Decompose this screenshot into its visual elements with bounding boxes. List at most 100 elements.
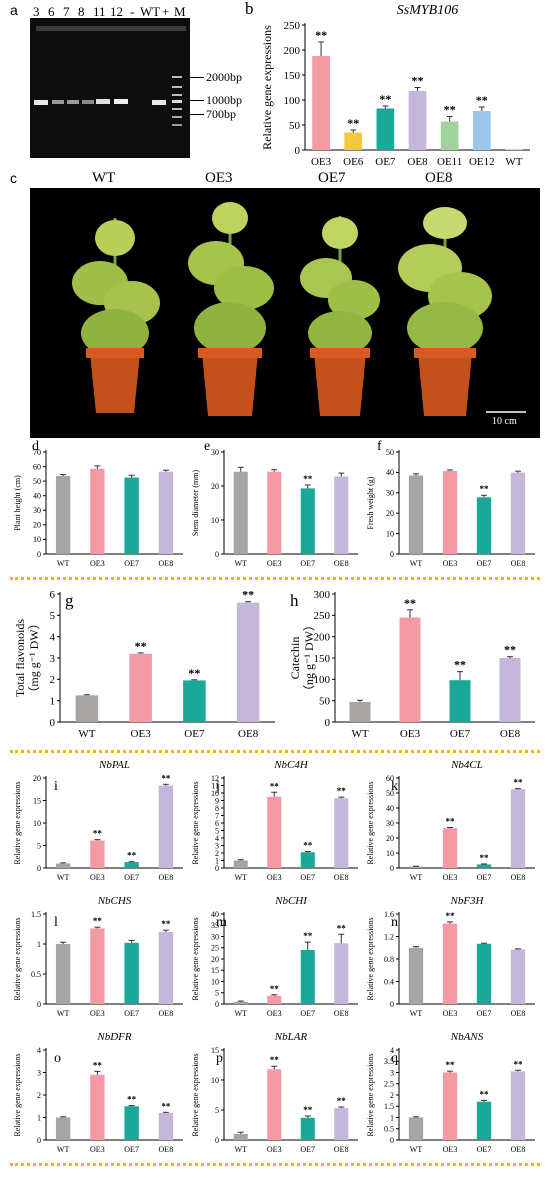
y-tick-label: 5 [215,1106,219,1115]
bar-oe3 [90,840,105,868]
y-tick-label: 40 [33,492,41,501]
chart-g: g 0 1 2 3 4 5 6 Total flavonoids （mg g⁻¹ DW） WT ** O… [13,588,275,740]
x-tick-label: OE8 [334,873,349,882]
significance-mark: ** [404,596,416,610]
y-tick-label: 150 [284,70,301,82]
bar-oe3 [267,1069,282,1140]
bar-wt [233,1134,248,1140]
y-tick-label: 0 [37,864,41,873]
y-axis-label: Relative gene expressions [13,1053,22,1136]
y-tick-label: 50 [386,448,394,457]
bar-oe3 [442,1072,458,1140]
bar-oe3 [442,923,458,1004]
chart-title-b: SsMYB106 [397,3,458,18]
panel-letter-d: d [32,440,39,454]
chart-title-n: NbF3H [450,895,485,907]
significance-mark: ** [480,484,490,494]
y-tick-label: 50 [289,120,301,132]
panel-letter-o: o [54,1051,61,1066]
significance-mark: ** [93,1060,103,1070]
x-tick-label: OE8 [334,1009,349,1018]
bar-oe7 [300,488,315,554]
ladder-band [172,116,182,118]
bar-oe3 [267,796,282,868]
y-tick-label: 10 [33,819,41,828]
y-tick-label: 300 [314,589,331,601]
y-tick-label: 40 [386,804,394,813]
x-tick-label: OE8 [407,156,428,168]
bar-oe3 [90,928,105,1004]
significance-mark: ** [315,28,327,42]
chart-title-o: NbDFR [96,1031,132,1043]
bar-oe3 [442,828,458,868]
bar-oe6 [344,132,363,150]
y-tick-label: 60 [386,774,394,783]
x-tick-label: WT [410,559,423,568]
x-tick-label: WT [235,559,248,568]
y-tick-label: 35 [211,921,219,930]
y-tick-label: 20 [386,509,394,518]
y-tick-label: 0 [390,864,394,873]
x-tick-label: WT [505,156,522,168]
y-tick-label: 4 [50,632,56,644]
x-tick-label: OE7 [124,873,139,882]
y-tick-label: 50 [319,696,331,708]
bar-wt [233,1001,248,1004]
y-axis-label: Relative gene expressions [13,917,22,1000]
panel-letter-f: f [377,440,382,454]
panel-letter-b: b [245,0,254,18]
y-tick-label: 250 [284,20,301,32]
significance-mark: ** [161,1101,171,1111]
gel-band [34,100,48,105]
plant-label-oe8: OE8 [425,170,453,186]
y-tick-label: 2 [390,1091,394,1100]
panel-label-c: c [10,170,17,186]
marker-line [190,100,204,101]
significance-mark: ** [412,74,424,88]
x-tick-label: OE3 [267,559,282,568]
y-tick-label: 1 [50,696,56,708]
gel-lane-labels: 3 6 7 8 11 12 - WT + M [33,4,193,19]
bar-wt [55,1117,71,1140]
marker-label-1000: 1000bp [206,93,242,107]
x-tick-label: OE7 [300,559,315,568]
y-tick-label: 7 [215,811,219,820]
y-tick-label: 0 [325,717,331,729]
marker-label-2000: 2000bp [206,70,242,84]
y-tick-label: 0 [390,1000,394,1009]
y-tick-label: 3 [215,841,219,850]
x-tick-label: OE3 [267,1145,282,1154]
plant-label-oe7: OE7 [318,170,346,186]
bar-wt [349,701,371,722]
y-axis-label: Stem diameter (mm) [191,470,200,537]
significance-mark: ** [454,658,466,672]
lane-label: 12 [110,4,123,19]
y-tick-label: 30 [211,448,219,457]
y-tick-label: 1.6 [384,910,394,919]
y-tick-label: 25 [211,944,219,953]
y-axis-label: Relative gene expressions [191,917,200,1000]
y-tick-label: 12 [211,774,219,783]
x-tick-label: OE7 [300,1009,315,1018]
bar-oe8 [408,91,427,150]
y-tick-label: 4 [37,1046,41,1055]
bar-oe7 [300,950,315,1004]
bar-oe3 [90,1074,105,1140]
x-tick-label: OE7 [124,559,139,568]
bar-oe8 [158,785,174,868]
marker-label-700: 700bp [206,107,236,121]
y-tick-label: 10 [211,977,219,986]
y-tick-label: 1 [37,940,41,949]
plant-illustration [72,202,526,416]
bar-oe8 [158,471,174,554]
y-axis-label: Fresh weight (g) [366,476,375,529]
y-tick-label: 250 [314,610,331,622]
bar-oe8 [510,789,526,868]
y-tick-label: 8 [215,804,219,813]
y-tick-label: 5 [37,841,41,850]
y-tick-label: 30 [33,506,41,515]
panel-letter-e: e [204,440,210,454]
chart-title-q: NbANS [450,1031,484,1043]
y-tick-label: 1 [215,856,219,865]
y-tick-label: 1.5 [384,1102,394,1111]
